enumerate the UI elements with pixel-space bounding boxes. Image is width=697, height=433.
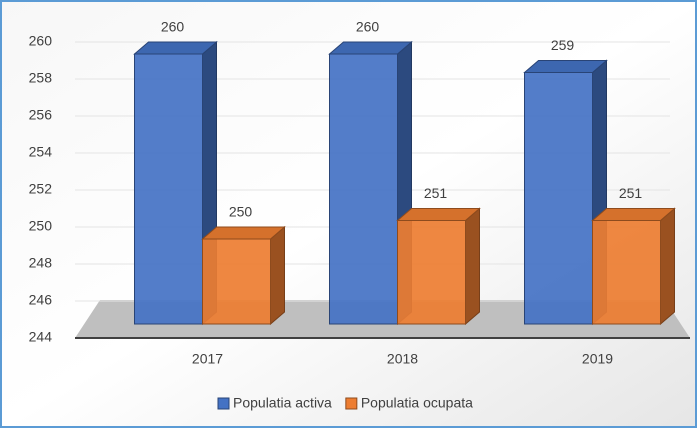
data-label: 251 xyxy=(424,185,448,201)
bar-side xyxy=(660,207,675,326)
bar-top xyxy=(396,208,481,221)
bar xyxy=(202,238,271,325)
x-tick-label: 2018 xyxy=(387,351,418,367)
y-tick-label: 254 xyxy=(29,144,53,160)
bar-top xyxy=(328,41,413,55)
data-label: 260 xyxy=(356,19,380,35)
y-tick-label: 250 xyxy=(29,218,53,234)
bar-side xyxy=(465,207,480,326)
data-label: 250 xyxy=(229,204,253,220)
bar xyxy=(329,53,398,325)
data-label: 251 xyxy=(619,185,643,201)
y-tick-label: 252 xyxy=(29,181,53,197)
legend-swatch xyxy=(345,397,358,410)
bar-top xyxy=(201,226,286,240)
y-tick-label: 246 xyxy=(29,292,53,308)
bar-top xyxy=(133,41,218,55)
bar-top xyxy=(591,208,676,221)
legend-label: Populatia activa xyxy=(233,395,332,411)
data-label: 260 xyxy=(161,19,185,35)
data-label: 259 xyxy=(551,37,575,53)
bar xyxy=(397,220,466,325)
y-tick-label: 260 xyxy=(29,33,53,49)
bar xyxy=(592,220,661,325)
legend-swatch xyxy=(217,397,230,410)
bar xyxy=(524,72,593,325)
bar xyxy=(134,53,203,325)
x-tick-label: 2017 xyxy=(192,351,223,367)
y-tick-label: 244 xyxy=(29,329,53,345)
y-tick-label: 258 xyxy=(29,70,53,86)
bar-side xyxy=(270,225,285,326)
bar-top xyxy=(523,60,608,73)
y-tick-label: 248 xyxy=(29,255,53,271)
x-tick-label: 2019 xyxy=(582,351,613,367)
legend-label: Populatia ocupata xyxy=(361,395,473,411)
y-tick-label: 256 xyxy=(29,107,53,123)
